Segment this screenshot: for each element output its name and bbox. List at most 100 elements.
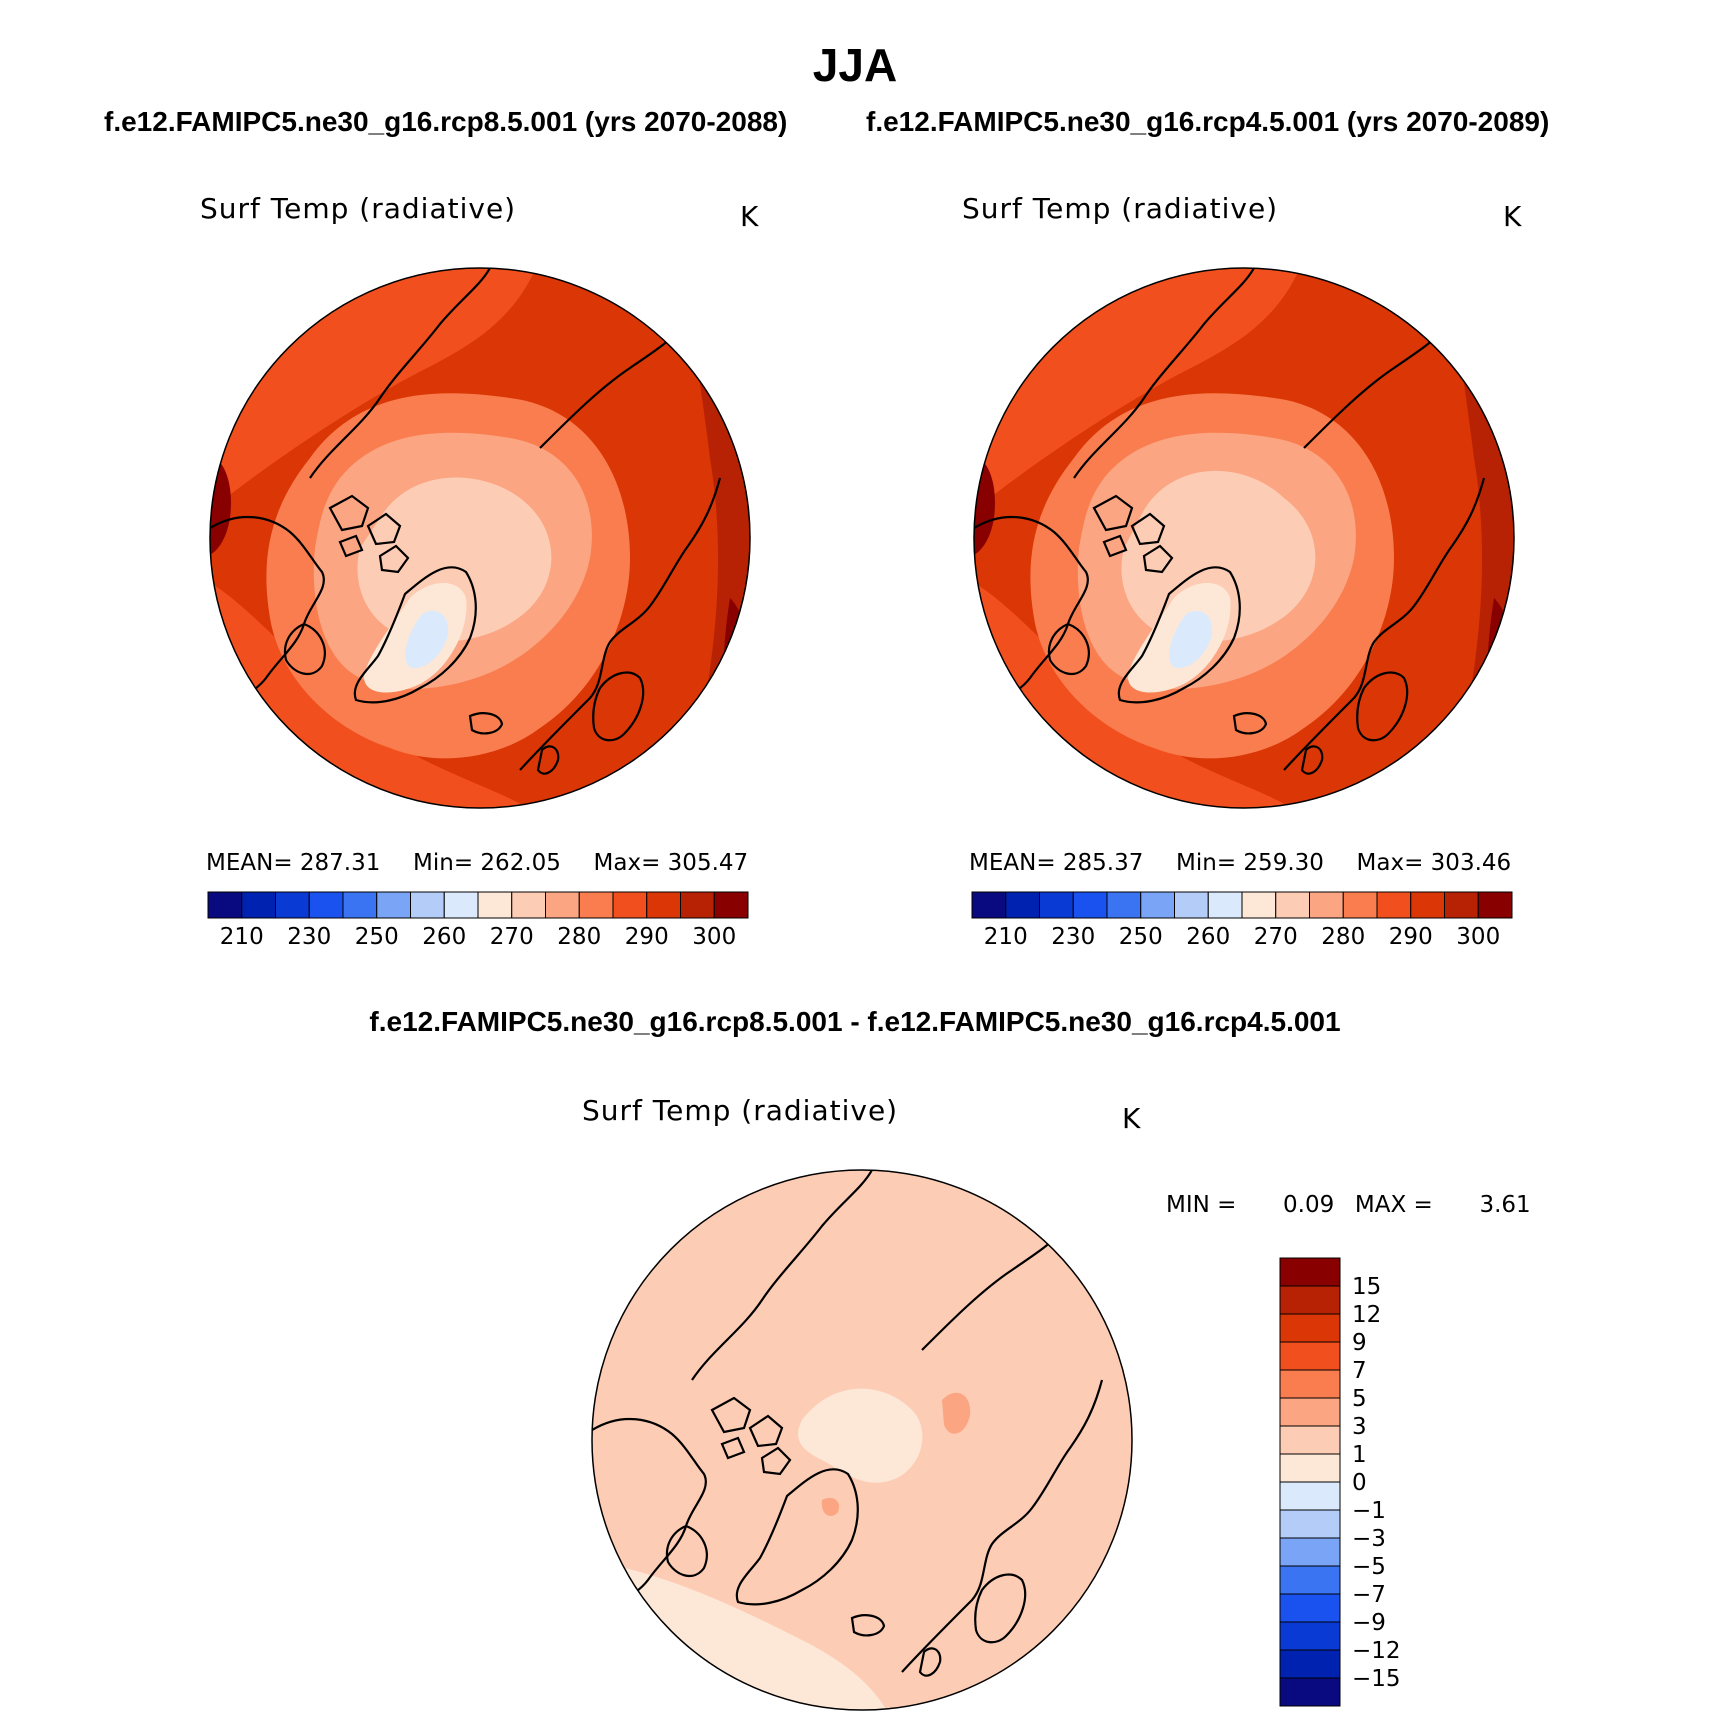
panel3-map-coastline — [592, 1417, 707, 1613]
panel2-map-coastline — [974, 515, 1089, 711]
panel2-map-coastline — [1300, 745, 1324, 775]
panel3-colorbar-tick-label: 9 — [1352, 1330, 1367, 1356]
panel3-colorbar-tick-label: 5 — [1352, 1386, 1367, 1412]
panel3-colorbar-tick-label: −9 — [1352, 1610, 1386, 1636]
panel3-colorbar-swatch — [1279, 1481, 1341, 1511]
panel3-colorbar-tick-label: −15 — [1352, 1666, 1401, 1692]
panel1-map-coastline — [536, 745, 560, 775]
panel1-colorbar-swatch — [646, 891, 681, 919]
panel2-variable: Surf Temp (radiative) — [962, 192, 1279, 225]
panel3-min-value: 0.09 — [1283, 1192, 1335, 1218]
panel3-max-label: MAX = — [1354, 1192, 1433, 1218]
panel2-map-coastline — [1117, 566, 1241, 704]
panel2-max-label: Max= — [1356, 850, 1424, 876]
panel2-colorbar-tick-label: 270 — [1254, 924, 1298, 950]
panel2-map-coastlines — [974, 268, 1486, 775]
panel2-min-value: 259.30 — [1243, 850, 1324, 876]
panel3-colorbar-tick-label: −1 — [1352, 1498, 1386, 1524]
panel2-colorbar-swatch — [1207, 891, 1243, 919]
panel1-map-coastline — [366, 512, 402, 546]
panel2-map-coastline — [1130, 512, 1166, 546]
panel1-colorbar-swatch — [410, 891, 445, 919]
panel1-mean-label: MEAN= — [206, 850, 293, 876]
panel2-colorbar-swatch — [1039, 891, 1074, 919]
panel3-map-contour-4 — [821, 1497, 840, 1516]
panel3-map-coastline — [710, 1396, 752, 1434]
panel1-map-coastline — [468, 712, 504, 735]
panel1-colorbar-swatch — [612, 891, 648, 919]
panel2-max-value: 303.46 — [1430, 850, 1512, 876]
panel2-units: K — [1503, 200, 1523, 233]
panel1-colorbar-swatch — [308, 891, 344, 919]
panel3-colorbar-swatch — [1279, 1369, 1341, 1399]
panel1-colorbar-swatch — [443, 891, 479, 919]
panel2-map-field — [974, 268, 1514, 808]
panel2-colorbar-tick-label: 250 — [1119, 924, 1163, 950]
panel3-colorbar-swatch — [1279, 1677, 1341, 1707]
panel1-variable: Surf Temp (radiative) — [200, 192, 517, 225]
panel1-map-boundary — [209, 267, 751, 809]
panel2-map-coastline — [1102, 534, 1128, 558]
panel1-map-coastline — [592, 671, 645, 742]
panel3-map-coastline — [665, 1524, 708, 1578]
panel1-max-value: 305.47 — [667, 850, 749, 876]
panel2-colorbar-swatch — [1376, 891, 1412, 919]
panel1-colorbar-tick-label: 260 — [422, 924, 466, 950]
panel1-colorbar-swatch — [713, 891, 749, 919]
panel2-colorbar-swatch — [1241, 891, 1277, 919]
panel3-colorbar-swatch — [1279, 1621, 1341, 1651]
panel1-colorbar-swatch — [275, 891, 310, 919]
panel2-colorbar-swatch — [971, 891, 1007, 919]
panel1-colorbar-swatch — [207, 891, 243, 919]
panel1-colorbar-tick-label: 270 — [490, 924, 534, 950]
panel1-mean-value: 287.31 — [299, 850, 381, 876]
difference-title: f.e12.FAMIPC5.ne30_g16.rcp8.5.001 - f.e1… — [369, 1006, 1341, 1037]
panel1-colorbar-tick-label: 280 — [557, 924, 601, 950]
panel3-colorbar-tick-label: 3 — [1352, 1414, 1367, 1440]
panel2-colorbar-tick-label: 230 — [1051, 924, 1095, 950]
panel3-colorbar-swatch — [1279, 1537, 1341, 1567]
panel1-colorbar-swatch — [578, 891, 614, 919]
panel1-map-contour-4 — [722, 598, 750, 808]
panel2-map-contour-5 — [974, 456, 995, 558]
panel2-colorbar-tick-label: 260 — [1186, 924, 1230, 950]
panel3-map-coastline — [735, 1468, 859, 1606]
panel1-map-coastline — [353, 566, 477, 704]
figure-title: JJA — [812, 39, 898, 91]
panel3-colorbar-swatch — [1279, 1313, 1341, 1343]
panel3-colorbar-tick-label: 1 — [1352, 1442, 1367, 1468]
panel3-map-coastline — [850, 1614, 886, 1637]
panel2-stats: MEAN= 285.37 Min= 259.30 Max= 303.46 — [969, 850, 1511, 876]
panel2-colorbar-tick-label: 280 — [1321, 924, 1365, 950]
panel3-map-coastline — [918, 1647, 942, 1677]
subtitle-left: f.e12.FAMIPC5.ne30_g16.rcp8.5.001 (yrs 2… — [104, 106, 788, 137]
panel1-map-field — [210, 268, 750, 808]
panel3-colorbar-swatch — [1279, 1565, 1341, 1595]
panel3-min-label: MIN = — [1166, 1192, 1237, 1218]
panel2-colorbar: 210 230 250 260 270 280 290 300 — [971, 891, 1513, 950]
panel1-map-contour-10 — [405, 610, 449, 669]
panel3-units: K — [1122, 1102, 1142, 1135]
panel2-map-coastline — [1073, 268, 1255, 479]
panel2-colorbar-swatch — [1275, 891, 1310, 919]
panel2-colorbar-swatch — [1005, 891, 1040, 919]
panel3-colorbar-swatch — [1279, 1593, 1341, 1623]
panel3-map-coastline — [748, 1414, 784, 1448]
panel3-difference-map — [591, 1169, 1133, 1711]
panel3-colorbar-swatch — [1279, 1257, 1341, 1287]
panel1-min-value: 262.05 — [480, 850, 561, 876]
panel2-map-coastline — [1142, 544, 1174, 574]
panel3-colorbar-swatch — [1279, 1453, 1341, 1483]
panel1-colorbar-tick-label: 290 — [625, 924, 669, 950]
panel2-map-coastline — [1232, 712, 1268, 735]
panel1-map-contour-8 — [357, 477, 552, 642]
panel1-map-coastline — [283, 622, 326, 676]
panel1-colorbar-swatch — [342, 891, 378, 919]
panel2-colorbar-swatch — [1174, 891, 1209, 919]
panel1-map-coastline — [309, 268, 491, 479]
panel2-colorbar-tick-label: 300 — [1456, 924, 1500, 950]
subtitle-right: f.e12.FAMIPC5.ne30_g16.rcp4.5.001 (yrs 2… — [866, 106, 1550, 137]
panel2-min-label: Min= — [1176, 850, 1237, 876]
panel3-variable: Surf Temp (radiative) — [582, 1094, 899, 1127]
panel1-colorbar-tick-label: 230 — [287, 924, 331, 950]
